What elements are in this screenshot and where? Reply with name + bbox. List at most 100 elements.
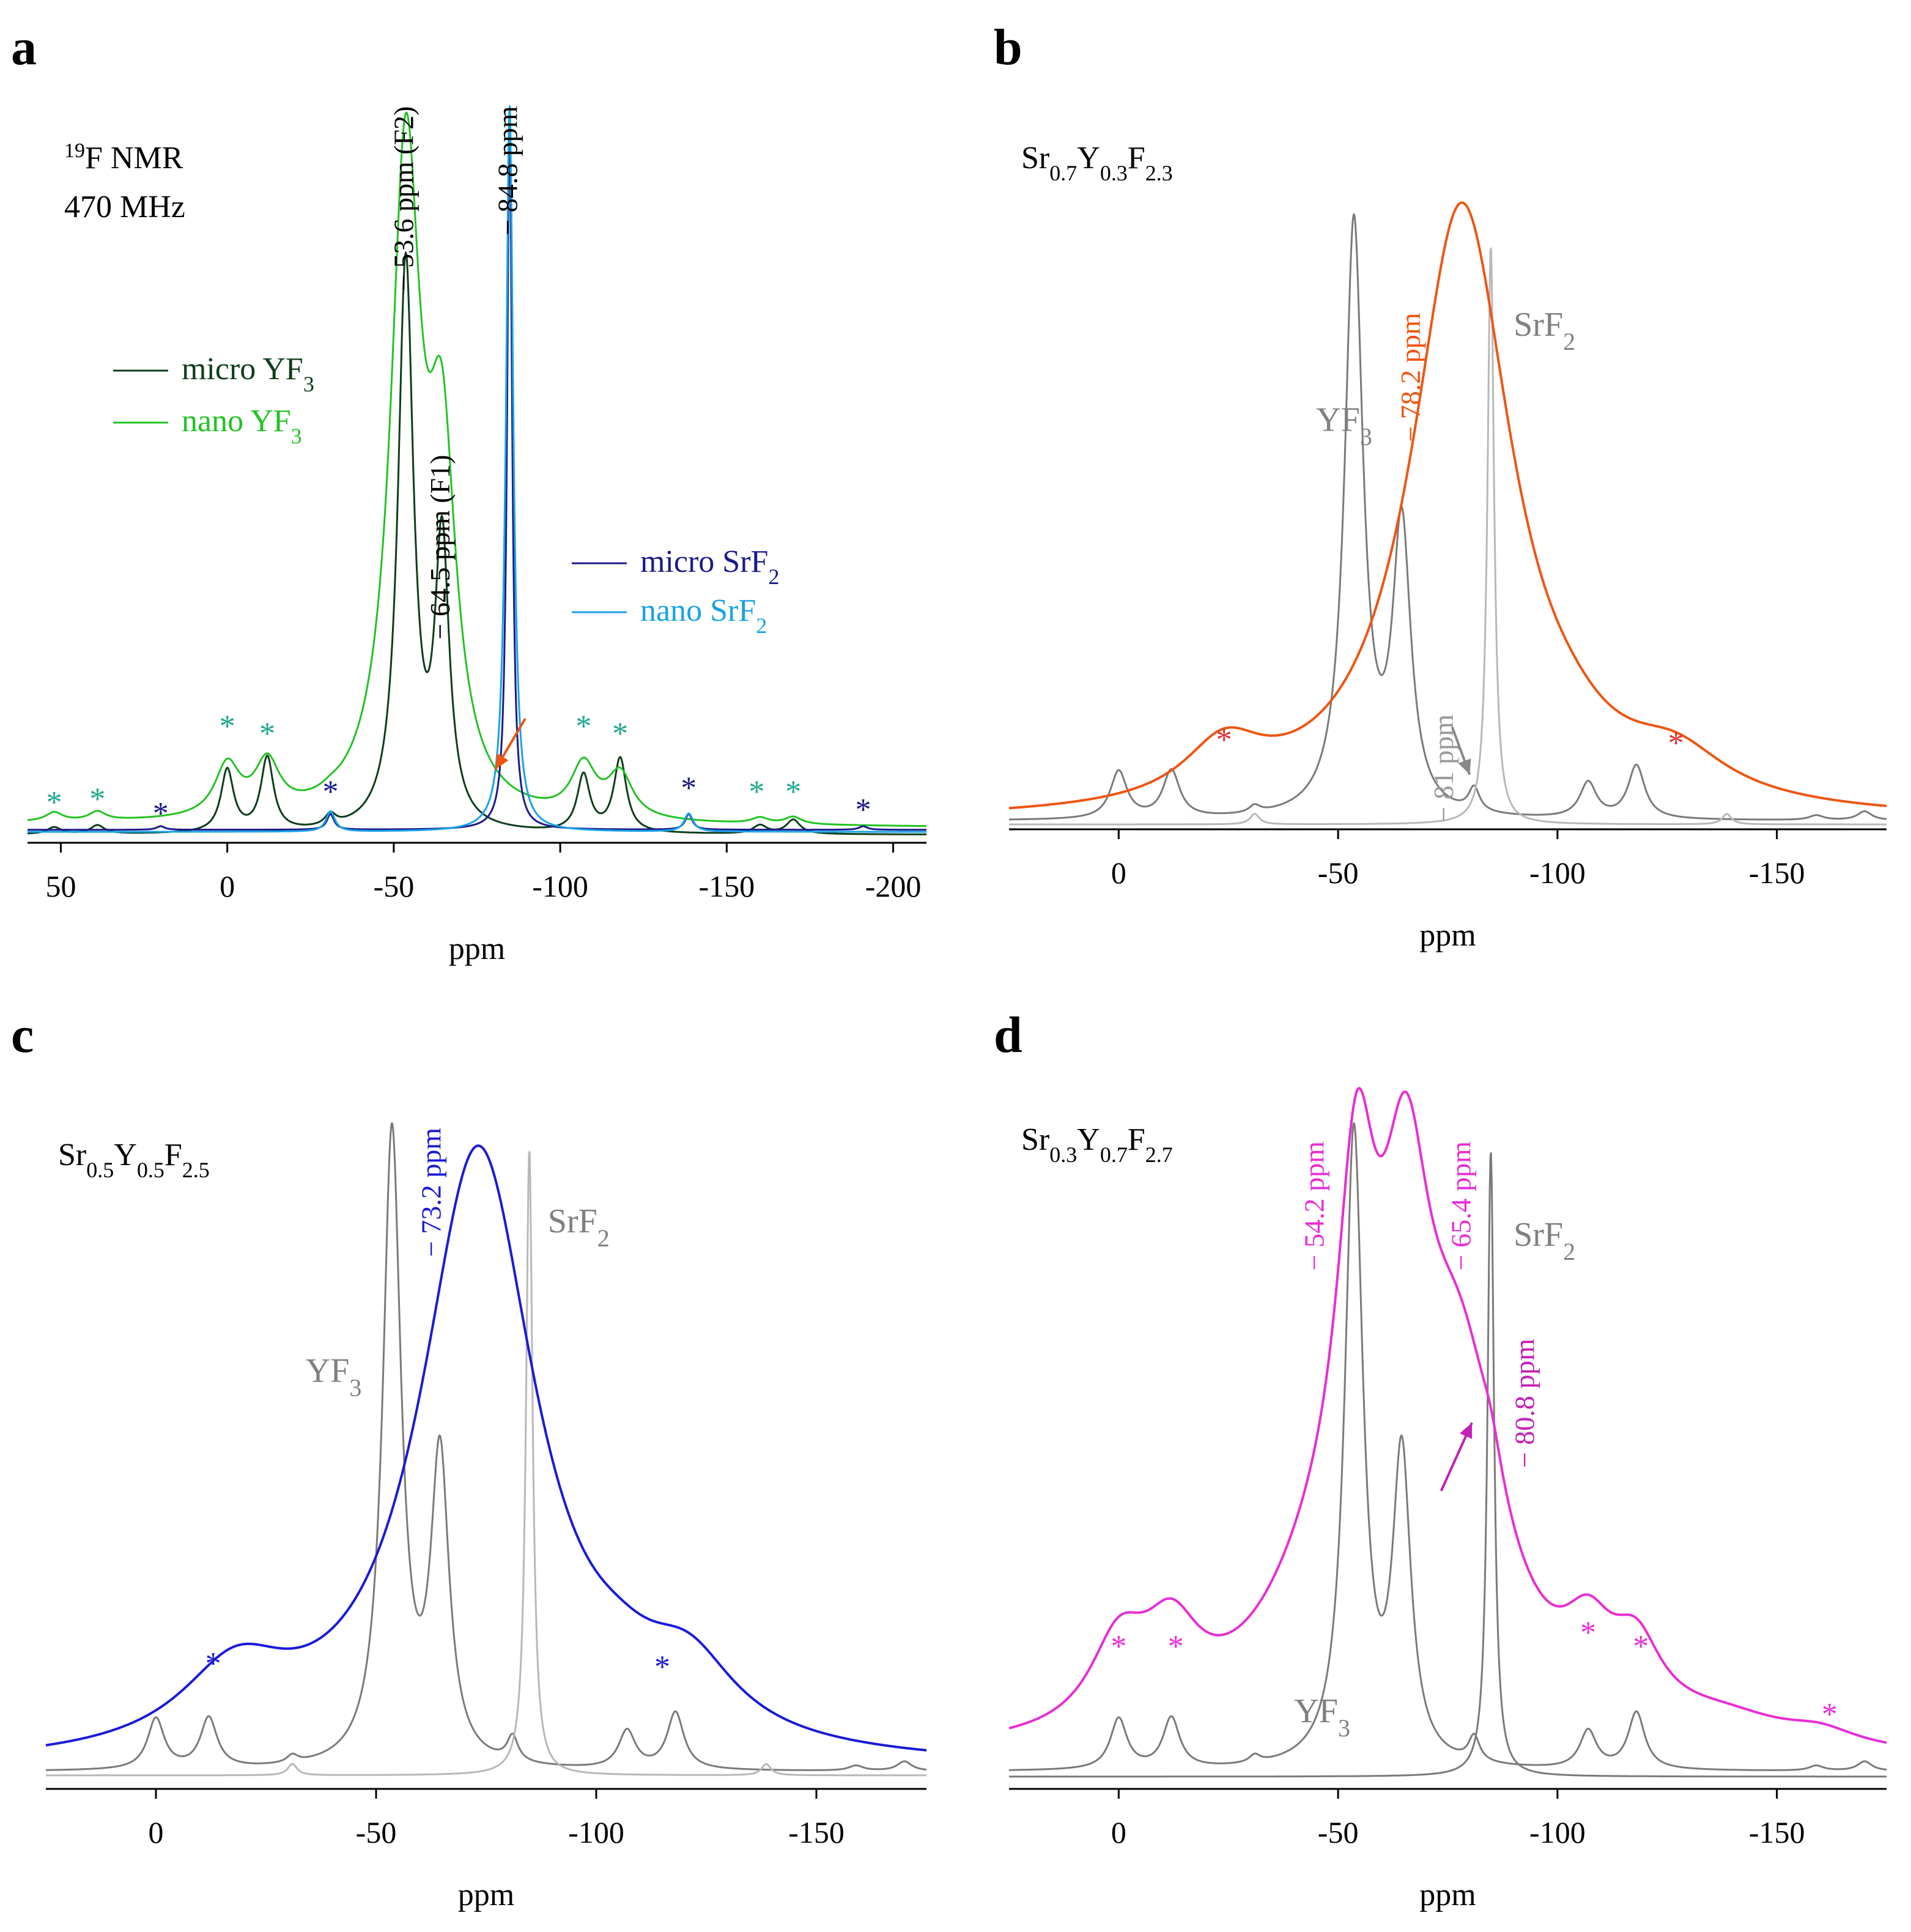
composition-element: Sr bbox=[1021, 1122, 1049, 1157]
peak-label-sub: 2 bbox=[1563, 327, 1575, 355]
x-tick-label: -100 bbox=[1529, 1815, 1586, 1849]
series-line-nano-yf3 bbox=[27, 111, 927, 827]
series-line-yf3-reference bbox=[1008, 1122, 1887, 1771]
sideband-star: * bbox=[856, 793, 871, 827]
composition-subscript: 0.3 bbox=[1100, 161, 1128, 185]
series-line-sr0-3y0-7f2-7 bbox=[1008, 1087, 1887, 1744]
peak-label-main: SrF bbox=[548, 1202, 597, 1240]
sideband-star: * bbox=[1633, 1629, 1649, 1664]
composition-element: F bbox=[164, 1138, 182, 1172]
ppm-annotation: − 80.8 ppm bbox=[1509, 1339, 1540, 1468]
sideband-star: * bbox=[575, 709, 591, 744]
ppm-annotation: − 65.4 ppm bbox=[1446, 1141, 1477, 1270]
legend-label-main: nano SrF bbox=[640, 593, 756, 628]
composition-element: Sr bbox=[58, 1138, 86, 1172]
x-tick-label: 50 bbox=[45, 869, 76, 903]
x-tick-label: -100 bbox=[532, 869, 588, 903]
sideband-star: * bbox=[322, 774, 338, 809]
sideband-star: * bbox=[1580, 1616, 1596, 1651]
x-tick-label: 0 bbox=[149, 1815, 164, 1849]
peak-label-main: YF bbox=[1294, 1692, 1338, 1730]
x-tick-label: -150 bbox=[1749, 856, 1805, 890]
sideband-star: * bbox=[153, 796, 169, 831]
x-tick-label: -50 bbox=[1318, 856, 1359, 890]
sideband-star: * bbox=[1668, 726, 1684, 761]
panel-letter: b bbox=[994, 19, 1022, 76]
peak-label-sub: 2 bbox=[597, 1224, 610, 1251]
x-axis-title: ppm bbox=[449, 931, 505, 966]
composition-element: Y bbox=[1077, 141, 1100, 176]
composition-element: Y bbox=[114, 1138, 137, 1172]
composition-subscript: 2.7 bbox=[1145, 1142, 1173, 1167]
x-tick-label: 0 bbox=[1111, 1815, 1126, 1849]
series-line-srf2-reference bbox=[45, 1150, 927, 1777]
x-tick-label: -100 bbox=[568, 1815, 624, 1849]
x-tick-label: -100 bbox=[1529, 856, 1586, 890]
composition-label: Sr0.3Y0.7F2.7 bbox=[1021, 1122, 1173, 1167]
legend-label-main: micro SrF bbox=[640, 544, 768, 579]
sideband-star: * bbox=[612, 716, 628, 751]
ppm-annotation: − 73.2 ppm bbox=[416, 1128, 447, 1257]
nucleus-mass-number: 19 bbox=[64, 139, 85, 162]
x-axis-title: ppm bbox=[1419, 1878, 1476, 1912]
sideband-star: * bbox=[1822, 1697, 1838, 1732]
series-line-yf3-reference bbox=[1008, 213, 1887, 821]
composition-element: Y bbox=[1077, 1122, 1100, 1157]
peak-label-sub: 3 bbox=[349, 1374, 361, 1401]
x-tick-label: -50 bbox=[374, 869, 415, 903]
composition-subscript: 0.7 bbox=[1100, 1142, 1128, 1167]
composition-label: Sr0.5Y0.5F2.5 bbox=[58, 1138, 210, 1182]
x-tick-label: -50 bbox=[356, 1815, 397, 1849]
composition-subscript: 0.5 bbox=[86, 1158, 114, 1182]
x-axis-title: ppm bbox=[1419, 918, 1476, 953]
x-axis-title: ppm bbox=[458, 1878, 514, 1912]
arrow-head bbox=[495, 753, 509, 770]
arrow-head bbox=[1458, 758, 1471, 775]
composition-element: F bbox=[1128, 1122, 1145, 1157]
sideband-star: * bbox=[89, 782, 105, 816]
sideband-star: * bbox=[654, 1649, 670, 1684]
legend-label-main: micro YF bbox=[182, 352, 303, 387]
peak-label-main: SrF bbox=[1514, 306, 1563, 344]
composition-label: Sr0.7Y0.3F2.3 bbox=[1021, 141, 1173, 185]
peak-label-main: YF bbox=[1316, 401, 1360, 439]
peak-label-main: SrF bbox=[1514, 1216, 1563, 1254]
sideband-star: * bbox=[681, 771, 697, 805]
legend-label-sub: 3 bbox=[303, 372, 314, 396]
series-line-micro-srf2 bbox=[27, 118, 927, 831]
x-tick-label: -200 bbox=[865, 869, 922, 903]
ppm-annotation: − 84.8 ppm bbox=[492, 106, 523, 235]
peak-label-main: YF bbox=[306, 1352, 350, 1390]
nucleus-name: F NMR bbox=[85, 141, 183, 176]
legend-label: nano YF3 bbox=[182, 404, 302, 448]
peak-label: SrF2 bbox=[548, 1202, 610, 1252]
peak-label: YF3 bbox=[306, 1352, 362, 1402]
x-tick-label: 0 bbox=[1111, 856, 1126, 890]
peak-label: YF3 bbox=[1316, 401, 1372, 451]
ppm-annotation: − 54.2 ppm bbox=[1298, 1141, 1329, 1270]
composition-subscript: 0.7 bbox=[1049, 161, 1077, 185]
panel-a: a 50 0 -50 -100 -150 -200 ppm 19F NMR 470 MHz micr… bbox=[11, 19, 927, 966]
panel-letter: c bbox=[11, 1007, 34, 1064]
sideband-star: * bbox=[46, 785, 62, 820]
sideband-star: * bbox=[785, 774, 801, 809]
series-line-srf2-reference bbox=[1008, 1152, 1887, 1778]
legend-label: micro YF3 bbox=[182, 352, 314, 396]
series-line-yf3-reference bbox=[45, 1122, 927, 1771]
x-tick-label: -150 bbox=[1749, 1815, 1805, 1849]
sideband-star: * bbox=[1216, 722, 1232, 757]
peak-label-sub: 2 bbox=[1563, 1238, 1575, 1265]
series-line-sr0-5y0-5f2-5 bbox=[45, 1144, 927, 1752]
panel-letter: a bbox=[11, 19, 37, 76]
composition-element: F bbox=[1128, 141, 1145, 176]
composition-subscript: 0.3 bbox=[1049, 1142, 1077, 1167]
composition-subscript: 2.3 bbox=[1145, 161, 1173, 185]
sideband-star: * bbox=[1168, 1629, 1184, 1664]
arrow-head bbox=[1460, 1423, 1473, 1439]
ppm-annotation: − 64.5 ppm (F1) bbox=[424, 455, 456, 640]
legend-label-main: nano YF bbox=[182, 404, 291, 439]
peak-label-sub: 3 bbox=[1360, 423, 1372, 450]
